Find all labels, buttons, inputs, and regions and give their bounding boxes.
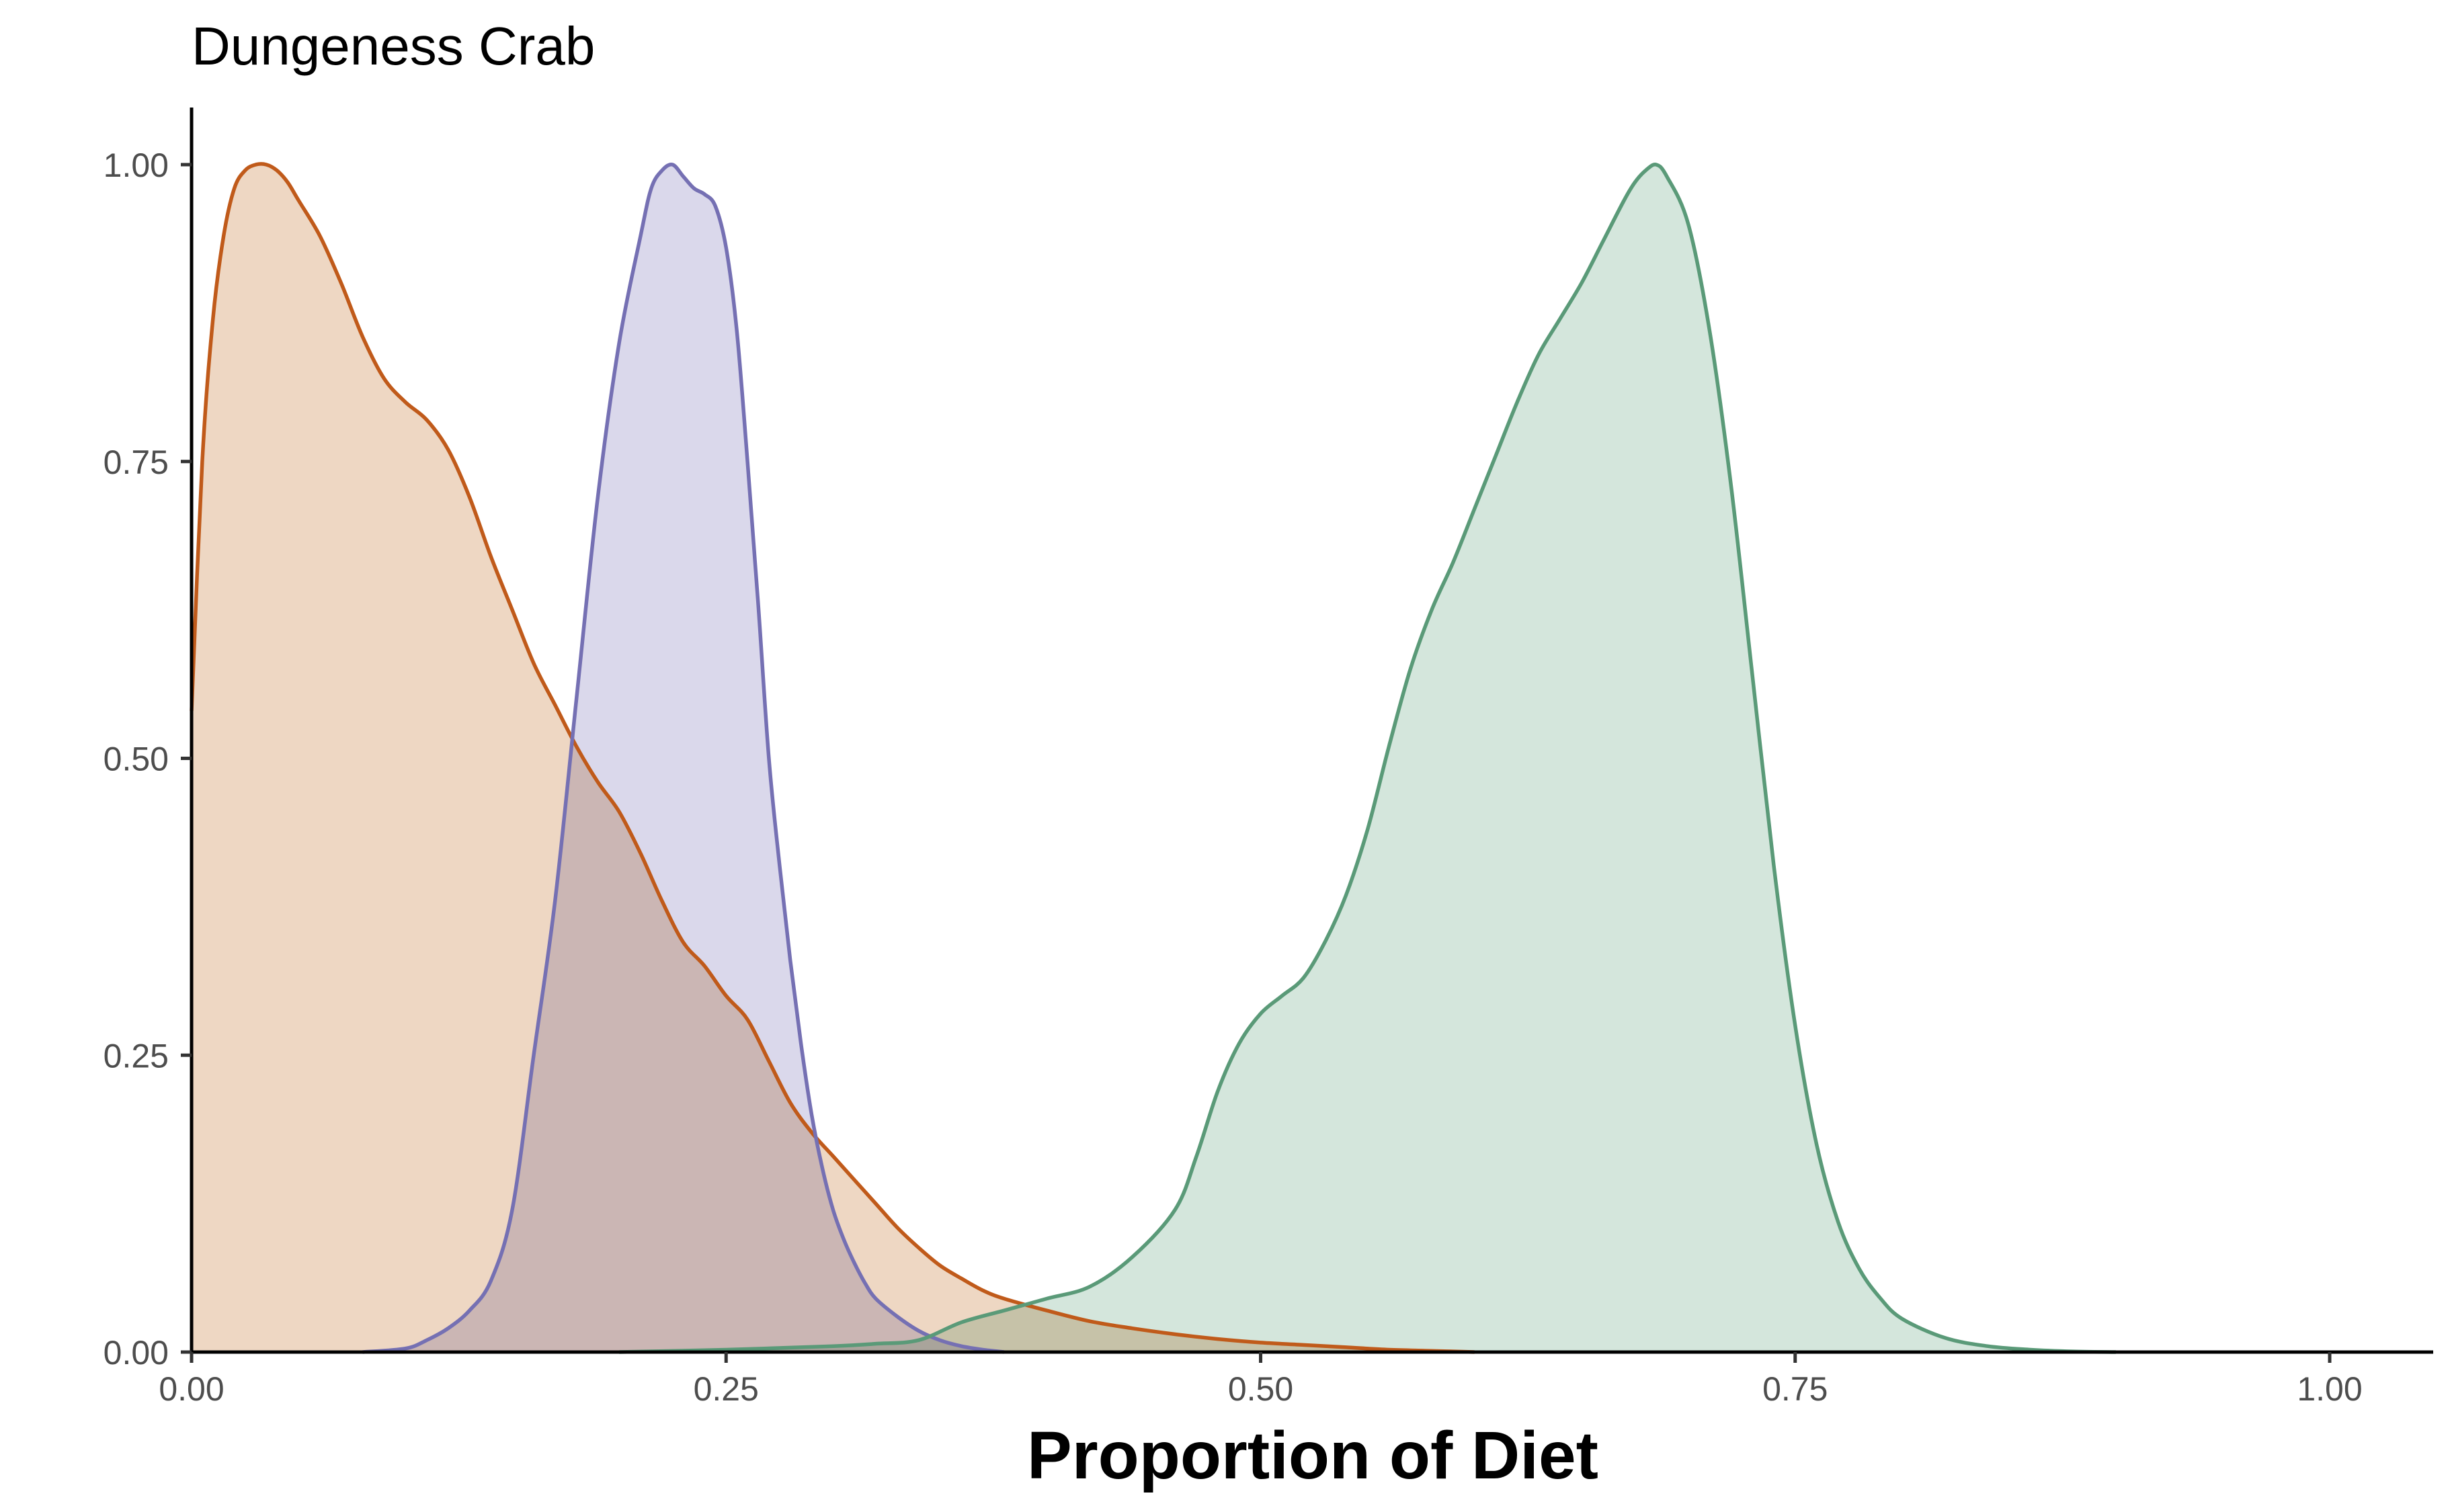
y-tick-label: 0.75 xyxy=(104,444,169,481)
x-tick-label: 1.00 xyxy=(2297,1370,2362,1408)
density-line-2 xyxy=(362,162,1005,1354)
y-tick-label: 0.00 xyxy=(104,1334,169,1372)
x-axis-title: Proportion of Diet xyxy=(1027,1418,1598,1493)
y-tick-label: 0.25 xyxy=(104,1037,169,1075)
series-layer xyxy=(190,162,2116,1354)
x-tick-label: 0.25 xyxy=(694,1370,759,1408)
y-tick-label: 1.00 xyxy=(104,146,169,184)
x-tick-label: 0.00 xyxy=(159,1370,224,1408)
chart-title: Dungeness Crab xyxy=(192,16,595,76)
density-area-2 xyxy=(362,164,1004,1353)
y-tick-label: 0.50 xyxy=(104,741,169,778)
density-area-3 xyxy=(619,164,2116,1352)
x-tick-label: 0.75 xyxy=(1762,1370,1828,1408)
x-tick-label: 0.50 xyxy=(1228,1370,1293,1408)
ticks-layer: 0.00 0.25 0.50 0.75 1.00 0.00 0.25 0.50 0.75 1.00 xyxy=(104,146,2363,1408)
density-line-3 xyxy=(619,163,2116,1354)
density-area-1 xyxy=(192,163,1475,1352)
density-line-1 xyxy=(190,162,1475,1354)
axes-layer xyxy=(190,108,2433,1354)
